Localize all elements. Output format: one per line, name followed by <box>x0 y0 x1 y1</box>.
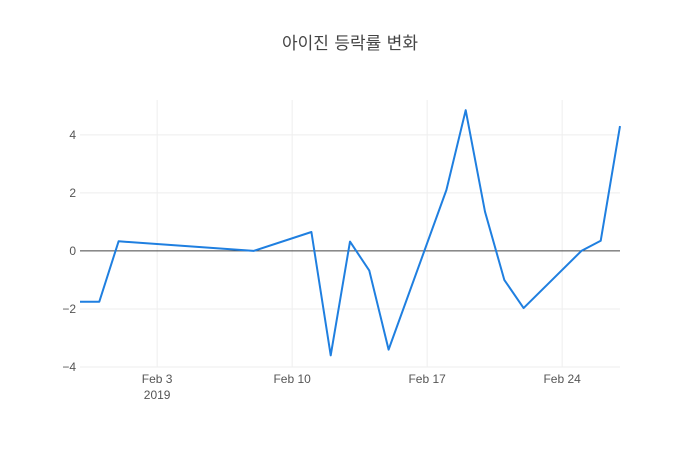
x-tick-label: Feb 3 <box>142 372 173 386</box>
y-tick-label: 0 <box>69 244 76 258</box>
x-gridlines <box>156 100 563 367</box>
x-tick-year-label: 2019 <box>144 388 171 402</box>
x-tick-label: Feb 10 <box>273 372 311 386</box>
y-gridlines <box>80 134 620 368</box>
chart-title: 아이진 등락률 변화 <box>282 34 418 54</box>
y-tick-label: 4 <box>69 128 76 142</box>
y-axis-ticks: 4 2 0 −2 −4 <box>62 128 76 374</box>
series-line <box>80 109 621 357</box>
x-axis-ticks: Feb 3 2019 Feb 10 Feb 17 Feb 24 <box>142 372 581 402</box>
series-layer <box>80 109 621 357</box>
y-tick-label: −4 <box>62 360 76 374</box>
y-tick-label: −2 <box>62 302 76 316</box>
x-tick-label: Feb 17 <box>408 372 446 386</box>
y-tick-label: 2 <box>69 186 76 200</box>
x-tick-label: Feb 24 <box>543 372 581 386</box>
